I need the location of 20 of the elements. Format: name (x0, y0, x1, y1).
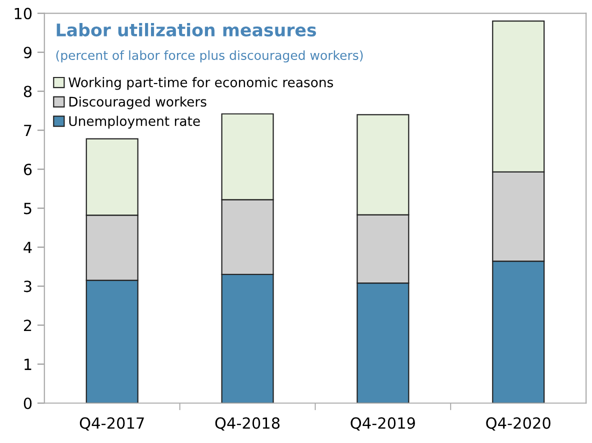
legend-label: Discouraged workers (69, 96, 206, 110)
y-tick-label: 5 (24, 202, 32, 214)
y-tick-label: 4 (24, 242, 32, 253)
y-tick-label: 10 (14, 8, 32, 20)
x-tick-label: Q4-2019 (350, 417, 415, 431)
x-tick-label: Q4-2020 (486, 417, 550, 431)
y-tick-label: 9 (24, 46, 32, 58)
chart-title: Labor utilization measures (56, 23, 316, 36)
y-tick-label: 7 (24, 124, 32, 136)
y-tick-label: 8 (24, 86, 32, 98)
legend-label: Working part-time for economic reasons (68, 77, 334, 90)
x-tick-label: Q4-2018 (215, 417, 280, 431)
y-tick-label: 3 (24, 280, 32, 292)
y-tick-label: 0 (24, 398, 32, 410)
y-tick-label: 1 (24, 358, 32, 370)
legend-label: Unemployment rate (69, 116, 200, 129)
y-tick-label: 2 (24, 320, 32, 331)
y-tick-label: 6 (24, 164, 32, 176)
text: (percent of labor force plus discouraged workers) (56, 50, 363, 62)
x-tick-label: Q4-2017 (80, 417, 144, 431)
